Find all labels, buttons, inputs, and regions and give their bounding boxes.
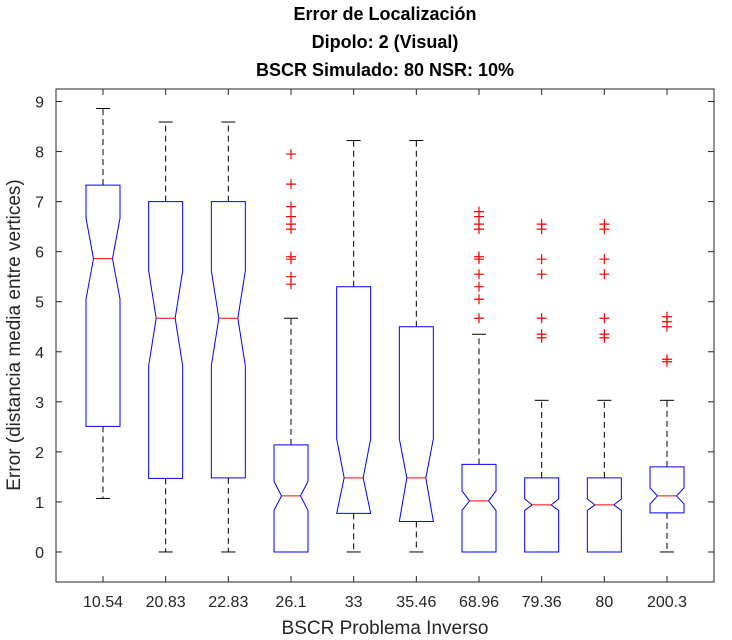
notched-box [398, 326, 434, 522]
box-group [210, 121, 246, 553]
outlier-marker [599, 329, 610, 340]
x-tick-label: 80 [595, 594, 613, 611]
outlier-marker [286, 271, 296, 282]
box-group [85, 108, 121, 499]
x-tick-label: 200.3 [647, 594, 687, 611]
y-axis-label: Error (distancia media entre vertices) [4, 179, 25, 491]
y-tick-label: 7 [35, 195, 44, 212]
outlier-marker [536, 219, 547, 230]
x-tick-label: 35.46 [396, 594, 436, 611]
outlier-marker [286, 179, 296, 190]
notched-box [336, 286, 372, 514]
x-axis-label: BSCR Problema Inverso [282, 618, 489, 639]
x-tick-label: 79.36 [522, 594, 562, 611]
x-axis: 10.54 20.83 22.83 26.1 33 35.46 68.96 79.36 80 20… [83, 89, 687, 611]
outlier-marker [474, 269, 484, 280]
outlier-marker [536, 329, 547, 340]
outlier-marker [286, 251, 296, 262]
notched-box [210, 201, 246, 479]
box-group [336, 140, 372, 553]
outlier-marker [474, 294, 484, 305]
y-axis: 0 1 2 3 4 5 6 7 8 9 [35, 95, 714, 562]
outlier-marker [474, 313, 484, 324]
outlier-marker [599, 219, 610, 230]
notched-box [148, 201, 184, 479]
x-tick-label: 33 [345, 594, 363, 611]
y-tick-label: 1 [35, 495, 44, 512]
box-series [85, 108, 685, 553]
y-tick-label: 9 [35, 95, 44, 112]
outlier-marker [286, 211, 296, 222]
outlier-marker [286, 201, 296, 212]
y-tick-label: 5 [35, 295, 44, 312]
outlier-marker [474, 251, 484, 262]
notched-box [524, 477, 560, 553]
outlier-marker [536, 313, 547, 324]
box-group [586, 219, 622, 553]
outlier-marker [599, 269, 610, 280]
y-tick-label: 2 [35, 445, 44, 462]
y-tick-label: 6 [35, 245, 44, 262]
notched-box [85, 184, 121, 427]
plot-area-frame [55, 88, 715, 583]
box-group [148, 121, 184, 553]
box-group [273, 149, 309, 553]
y-tick-label: 3 [35, 395, 44, 412]
chart-title-line-1: Error de Localización [293, 4, 476, 24]
y-tick-label: 0 [35, 545, 44, 562]
notched-box [273, 444, 309, 553]
x-tick-label: 68.96 [459, 594, 499, 611]
outlier-marker [474, 281, 484, 292]
box-group [649, 311, 685, 553]
x-tick-label: 22.83 [208, 594, 248, 611]
outlier-marker [599, 254, 610, 265]
chart-title-line-3: BSCR Simulado: 80 NSR: 10% [256, 60, 514, 80]
x-tick-label: 10.54 [83, 594, 123, 611]
y-tick-label: 4 [35, 345, 44, 362]
x-tick-label: 26.1 [275, 594, 306, 611]
outlier-marker [474, 206, 484, 217]
outlier-marker [536, 269, 547, 280]
chart-title-line-2: Dipolo: 2 (Visual) [312, 32, 459, 52]
notched-box [649, 466, 685, 514]
outlier-marker [536, 254, 547, 265]
box-group [461, 206, 497, 553]
outlier-marker [286, 149, 296, 160]
box-group [398, 140, 434, 553]
notched-box [586, 477, 622, 553]
x-tick-label: 20.83 [146, 594, 186, 611]
box-group [524, 219, 560, 553]
notched-box [461, 463, 497, 553]
y-tick-label: 8 [35, 145, 44, 162]
outlier-marker [599, 313, 610, 324]
outlier-marker [662, 354, 672, 365]
outlier-marker [662, 311, 672, 322]
